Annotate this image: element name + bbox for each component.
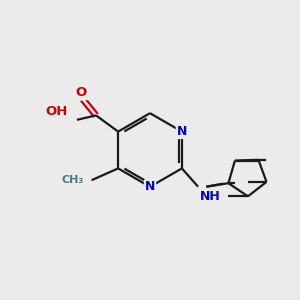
Text: NH: NH [200,190,220,203]
Text: O: O [76,86,87,99]
Text: N: N [145,180,155,193]
Text: N: N [177,125,187,138]
Text: CH₃: CH₃ [61,175,83,185]
Text: OH: OH [46,105,68,118]
